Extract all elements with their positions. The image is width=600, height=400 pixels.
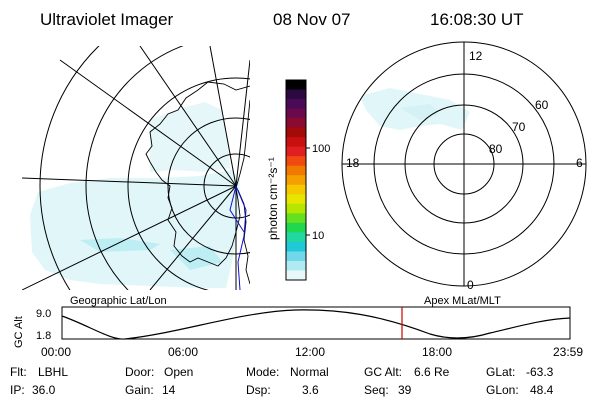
colorbar-cell [286, 175, 306, 186]
altitude-plot: GC Alt 9.0 1.8 00:00 06:00 12:00 18:00 2… [13, 306, 583, 359]
lat-lon-grid [22, 46, 250, 290]
status-seq-value: 39 [398, 383, 412, 397]
colorbar-cell [286, 89, 306, 100]
colorbar-cell [286, 194, 306, 205]
mlt-label-6: 6 [576, 156, 583, 170]
colorbar-tick-100: 100 [312, 143, 330, 155]
status-flt-label: Flt: [10, 365, 27, 379]
colorbar-cell [286, 184, 306, 195]
colorbar-cell [286, 118, 306, 129]
mlat-label-80: 80 [489, 142, 503, 156]
altitude-ytick-low: 1.8 [36, 330, 51, 342]
mlt-label-18: 18 [346, 156, 360, 170]
status-ip-value: 36.0 [32, 383, 56, 397]
status-seq-label: Seq: [364, 383, 389, 397]
mlat-label-60: 60 [535, 98, 549, 112]
colorbar-cell [286, 222, 306, 233]
geographic-map [22, 46, 250, 290]
colorbar-cell [286, 165, 306, 176]
altitude-xtick-1200: 12:00 [295, 345, 325, 359]
colorbar-cell [286, 99, 306, 110]
altitude-ylabel: GC Alt [13, 316, 25, 348]
colorbar-cell [286, 270, 306, 281]
status-glat-label: GLat: [486, 365, 515, 379]
status-door-value: Open [164, 365, 193, 379]
status-glon-label: GLon: [486, 383, 519, 397]
status-dsp-label: Dsp: [246, 383, 271, 397]
colorbar-cell [286, 156, 306, 167]
date-label: 08 Nov 07 [273, 10, 351, 29]
colorbar-cell [286, 251, 306, 262]
colorbar-cell [286, 108, 306, 119]
status-flt-value: LBHL [38, 365, 68, 379]
status-dsp-value: 3.6 [302, 383, 319, 397]
magnetic-polar-plot: 12 18 6 0 60 70 80 [341, 41, 587, 292]
magnetic-map-label: Apex MLat/MLT [424, 295, 501, 307]
colorbar-cell [286, 80, 306, 91]
instrument-title: Ultraviolet Imager [40, 10, 174, 29]
status-door-label: Door: [125, 365, 154, 379]
status-panel: Flt: LBHL Door: Open Mode: Normal GC Alt… [10, 365, 554, 397]
colorbar-cell [286, 232, 306, 243]
altitude-xtick-1800: 18:00 [422, 345, 452, 359]
status-mode-value: Normal [290, 365, 329, 379]
time-label: 16:08:30 UT [430, 10, 524, 29]
uv-image-region-left [30, 102, 240, 288]
colorbar-cell [286, 213, 306, 224]
status-gain-label: Gain: [125, 383, 154, 397]
altitude-xtick-0600: 06:00 [168, 345, 198, 359]
geographic-map-label: Geographic Lat/Lon [70, 295, 167, 307]
uv-image-region-right [360, 88, 470, 130]
orbit-lines [229, 185, 247, 290]
status-mode-label: Mode: [246, 365, 279, 379]
colorbar-cell [286, 127, 306, 138]
mlt-label-12: 12 [469, 49, 483, 63]
colorbar-unit-label: photon cm⁻²s⁻¹ [266, 157, 280, 240]
altitude-curve [61, 309, 571, 340]
status-gcalt-label: GC Alt: [364, 365, 402, 379]
colorbar-cell [286, 241, 306, 252]
mlt-label-0: 0 [467, 278, 474, 292]
colorbar-tick-10: 10 [312, 230, 324, 242]
colorbar: 100 10 photon cm⁻²s⁻¹ [266, 79, 330, 281]
altitude-ytick-high: 9.0 [36, 308, 51, 320]
status-gcalt-value: 6.6 Re [414, 365, 450, 379]
status-glon-value: 48.4 [530, 383, 554, 397]
altitude-xtick-2359: 23:59 [553, 345, 583, 359]
altitude-xtick-0000: 00:00 [41, 345, 71, 359]
status-glat-value: -63.3 [526, 365, 554, 379]
altitude-plot-frame [61, 306, 571, 340]
colorbar-cell [286, 137, 306, 148]
mlat-label-70: 70 [512, 120, 526, 134]
colorbar-cell [286, 260, 306, 271]
colorbar-cell [286, 146, 306, 157]
colorbar-cell [286, 203, 306, 214]
status-ip-label: IP: [10, 383, 25, 397]
status-gain-value: 14 [162, 383, 176, 397]
